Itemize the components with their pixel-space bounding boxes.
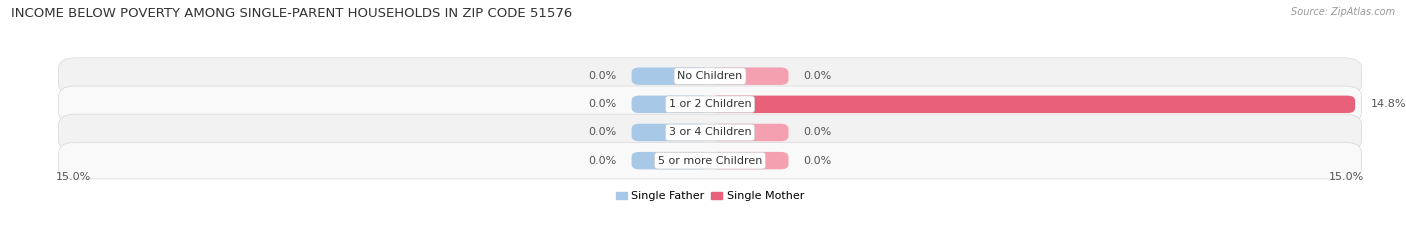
Text: INCOME BELOW POVERTY AMONG SINGLE-PARENT HOUSEHOLDS IN ZIP CODE 51576: INCOME BELOW POVERTY AMONG SINGLE-PARENT… — [11, 7, 572, 20]
FancyBboxPatch shape — [631, 67, 710, 85]
FancyBboxPatch shape — [631, 124, 710, 141]
Text: 0.0%: 0.0% — [804, 71, 832, 81]
FancyBboxPatch shape — [710, 67, 789, 85]
Legend: Single Father, Single Mother: Single Father, Single Mother — [612, 187, 808, 206]
FancyBboxPatch shape — [631, 152, 710, 169]
FancyBboxPatch shape — [59, 86, 1361, 123]
Text: 15.0%: 15.0% — [1329, 172, 1364, 182]
Text: No Children: No Children — [678, 71, 742, 81]
Text: 0.0%: 0.0% — [588, 99, 616, 109]
Text: 1 or 2 Children: 1 or 2 Children — [669, 99, 751, 109]
FancyBboxPatch shape — [710, 152, 789, 169]
Text: 14.8%: 14.8% — [1371, 99, 1406, 109]
Text: 0.0%: 0.0% — [588, 156, 616, 166]
Text: 0.0%: 0.0% — [588, 71, 616, 81]
FancyBboxPatch shape — [59, 114, 1361, 151]
FancyBboxPatch shape — [631, 96, 710, 113]
FancyBboxPatch shape — [710, 96, 1355, 113]
Text: Source: ZipAtlas.com: Source: ZipAtlas.com — [1291, 7, 1395, 17]
Text: 5 or more Children: 5 or more Children — [658, 156, 762, 166]
Text: 0.0%: 0.0% — [588, 127, 616, 137]
Text: 0.0%: 0.0% — [804, 127, 832, 137]
FancyBboxPatch shape — [710, 124, 789, 141]
FancyBboxPatch shape — [59, 58, 1361, 95]
FancyBboxPatch shape — [59, 142, 1361, 179]
Text: 0.0%: 0.0% — [804, 156, 832, 166]
Text: 15.0%: 15.0% — [56, 172, 91, 182]
Text: 3 or 4 Children: 3 or 4 Children — [669, 127, 751, 137]
